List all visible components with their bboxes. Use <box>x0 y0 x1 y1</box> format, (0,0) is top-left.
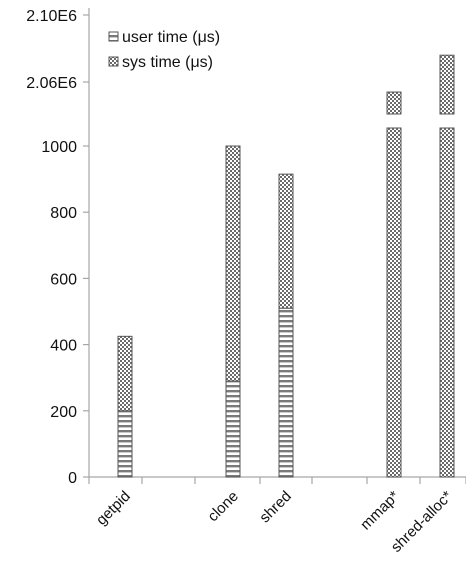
axes <box>83 8 466 484</box>
legend-label-user-time: user time (μs) <box>122 29 220 46</box>
bar-sys-time-mmap-upper <box>386 91 402 115</box>
y-tick-label: 0 <box>68 470 77 487</box>
bar-sys-time-shred <box>278 173 294 309</box>
x-tick-labels: getpid clone shred mmap*shred-alloc* <box>93 488 456 556</box>
bar-sys-time-getpid <box>117 335 133 412</box>
legend-label-sys-time: sys time (μs) <box>122 54 213 71</box>
bar-sys-time-mmap-lower <box>386 127 402 478</box>
x-tick-label: mmap* <box>357 488 403 534</box>
bar-user-time-shred <box>278 307 294 478</box>
legend-swatch-sys-time <box>108 56 119 67</box>
y-tick-label: 400 <box>50 338 77 355</box>
y-tick-labels: 0 200 400 600 800 1000 2.06E6 2.10E6 <box>26 8 77 487</box>
bar-sys-time-clone <box>225 145 241 382</box>
y-tick-label: 2.06E6 <box>26 75 77 92</box>
y-tick-label: 1000 <box>41 139 77 156</box>
y-tick-label: 200 <box>50 404 77 421</box>
legend: user time (μs) sys time (μs) <box>108 29 220 71</box>
x-tick-label: clone <box>204 488 241 525</box>
axis-break-mark <box>437 116 457 121</box>
bar-sys-time-shred-alloc-upper <box>439 54 455 115</box>
x-tick-label: getpid <box>93 488 134 529</box>
bars <box>117 54 457 478</box>
bar-user-time-getpid <box>117 410 133 478</box>
y-tick-label: 800 <box>50 205 77 222</box>
bar-user-time-clone <box>225 380 241 478</box>
y-tick-label: 2.10E6 <box>26 8 77 25</box>
bar-sys-time-shred-alloc-lower <box>439 127 455 478</box>
y-tick-label: 600 <box>50 271 77 288</box>
axis-break-mark <box>384 116 404 121</box>
legend-swatch-user-time <box>108 31 119 42</box>
x-tick-label: shred <box>256 488 295 527</box>
